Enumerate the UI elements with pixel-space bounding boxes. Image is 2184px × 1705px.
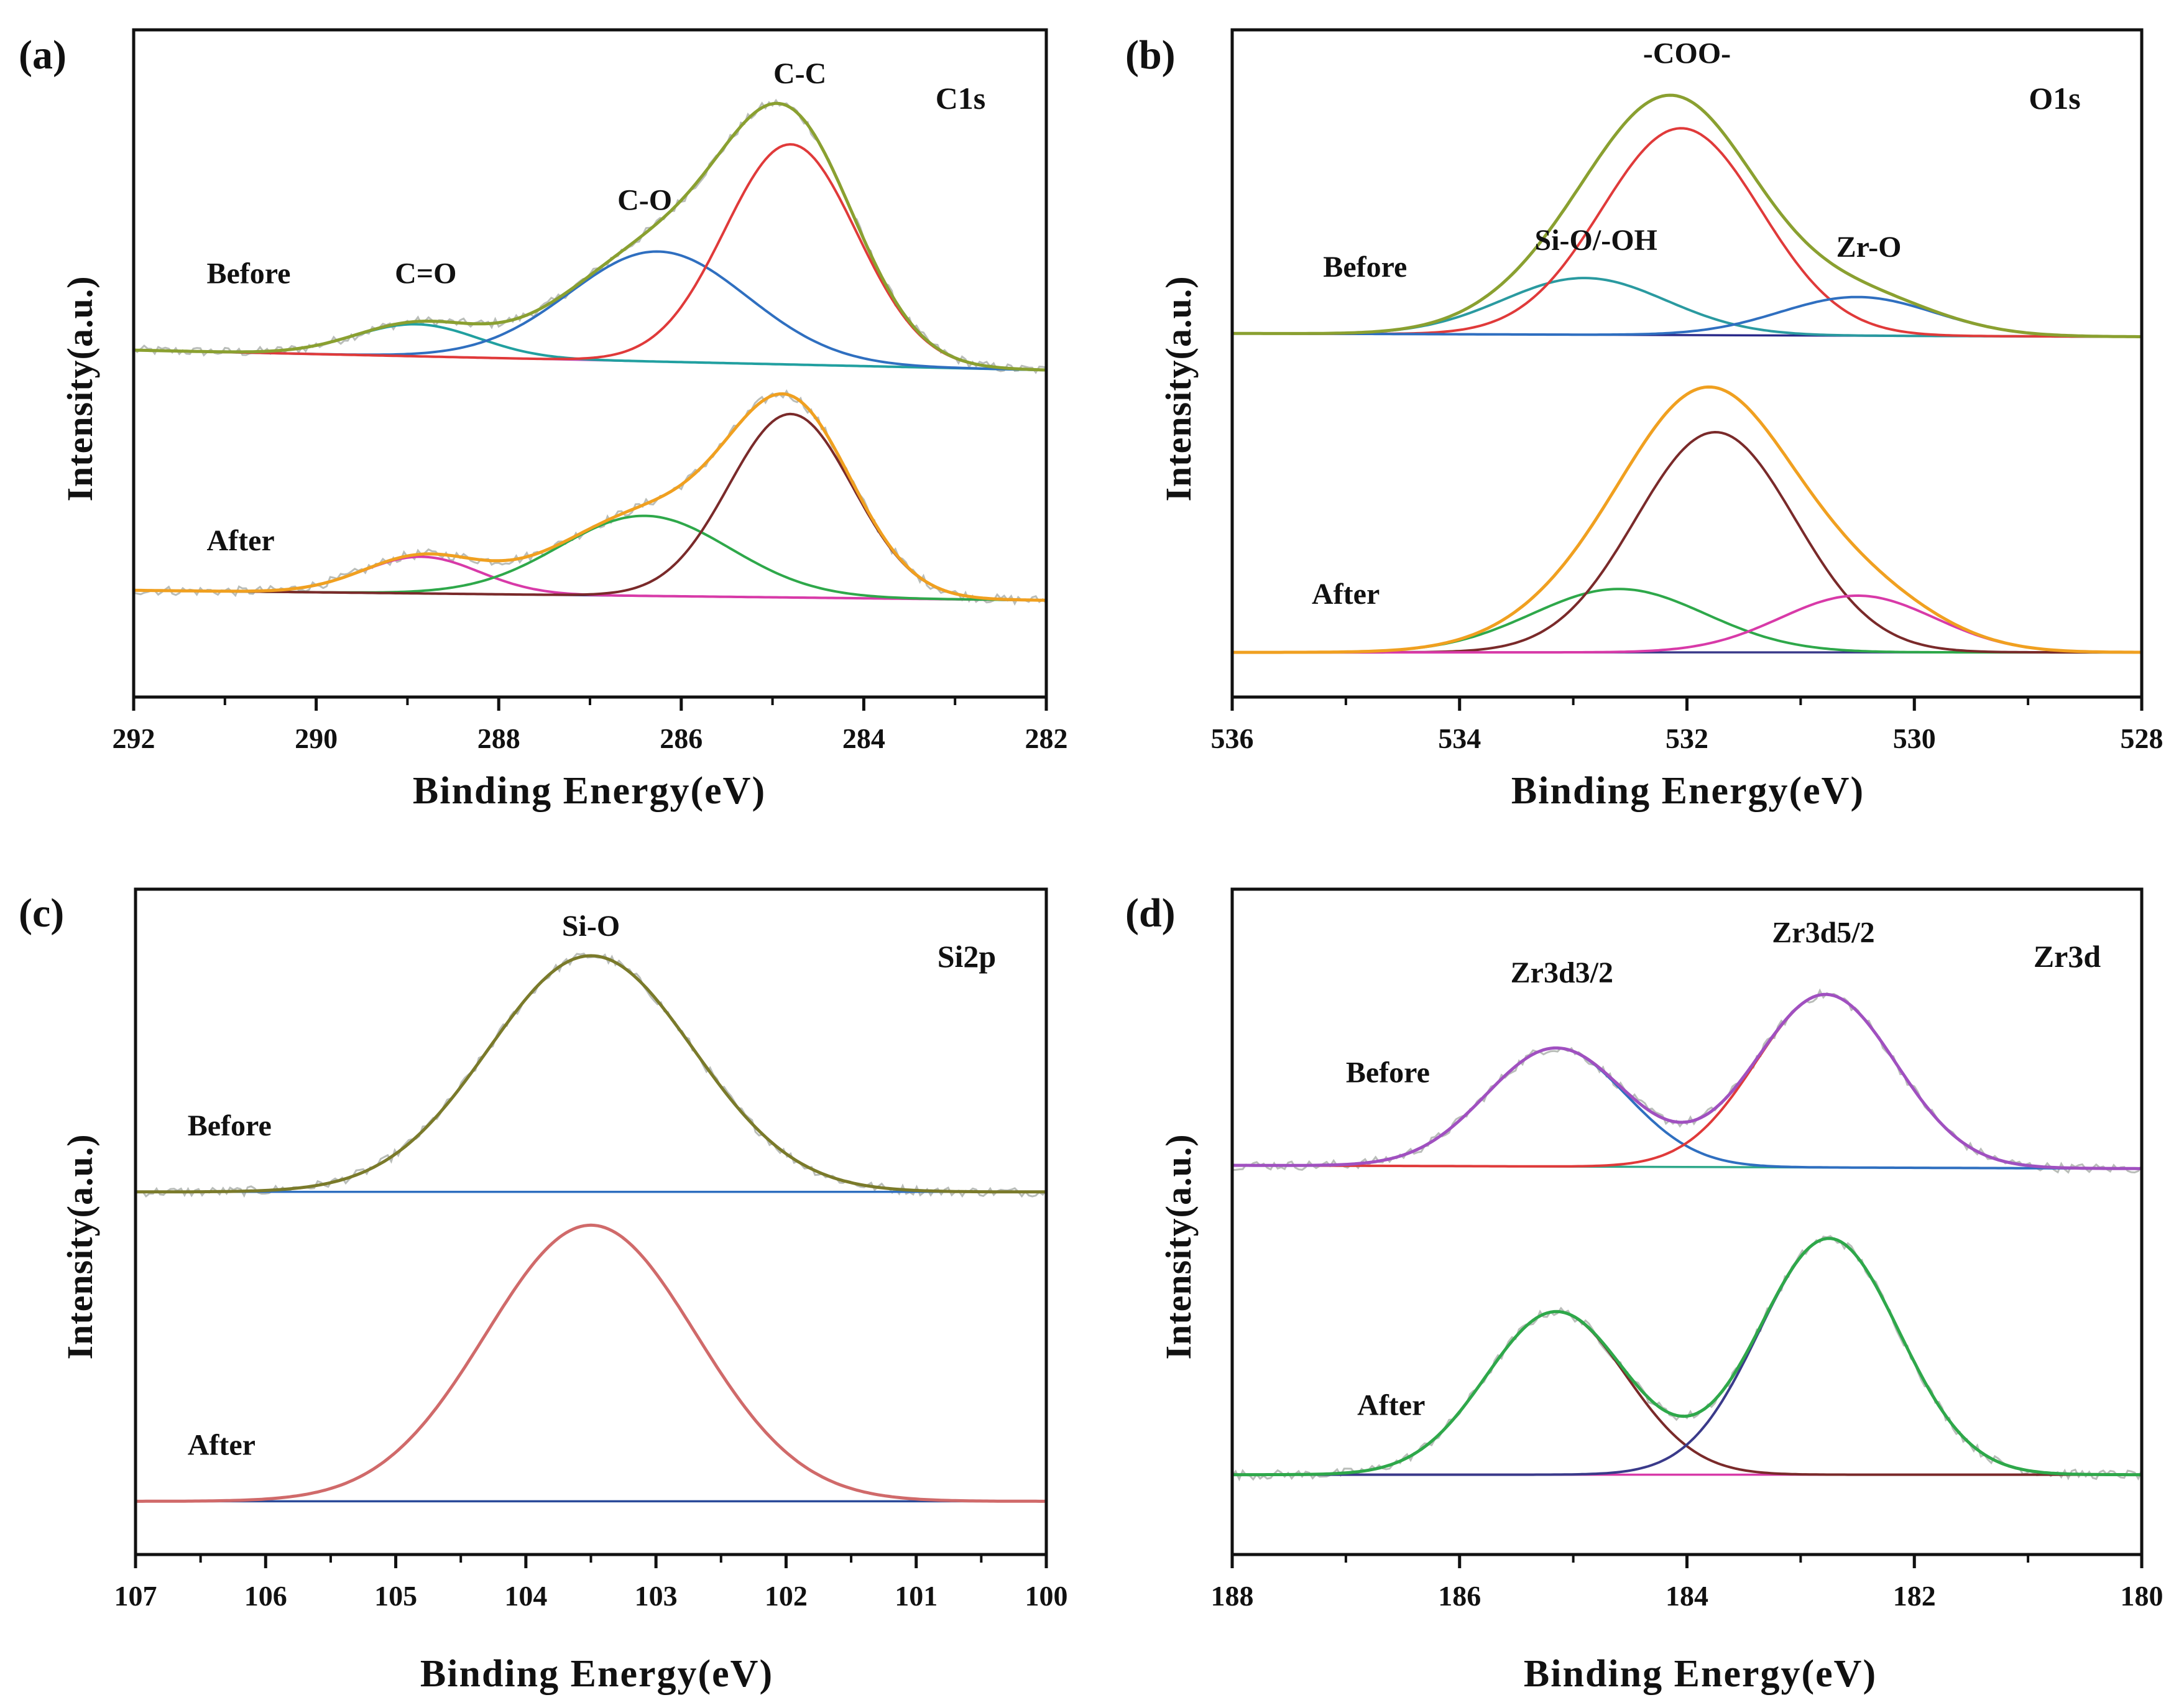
x-tick-label: 106 bbox=[244, 1580, 287, 1612]
envelope-line bbox=[136, 1223, 1046, 1503]
x-tick-label: 103 bbox=[635, 1580, 678, 1612]
state-label: After bbox=[1357, 1388, 1425, 1421]
state-label: Before bbox=[1323, 251, 1407, 284]
x-tick-label: 530 bbox=[1893, 723, 1936, 754]
x-axis-title: Binding Energy(eV) bbox=[1511, 770, 1864, 812]
x-tick-label: 292 bbox=[113, 723, 155, 754]
y-axis-title: Intensity(a.u.) bbox=[1158, 1134, 1199, 1359]
state-label: After bbox=[188, 1429, 256, 1462]
x-tick-label: 101 bbox=[895, 1580, 938, 1612]
y-axis-title: Intensity(a.u.) bbox=[60, 1134, 100, 1359]
x-tick-label: 182 bbox=[1893, 1580, 1936, 1612]
y-axis-title: Intensity(a.u.) bbox=[1158, 275, 1199, 501]
state-label: Before bbox=[188, 1109, 272, 1142]
peak-label: Zr-O bbox=[1836, 231, 1902, 264]
panel-letter: (a) bbox=[19, 32, 67, 78]
x-tick-label: 102 bbox=[765, 1580, 808, 1612]
x-axis-title: Binding Energy(eV) bbox=[420, 1653, 773, 1695]
peak-label: Zr3d5/2 bbox=[1772, 917, 1874, 950]
panel-letter: (b) bbox=[1125, 32, 1176, 78]
state-label: Before bbox=[1346, 1056, 1430, 1089]
x-tick-label: 105 bbox=[374, 1580, 417, 1612]
panel-letter: (d) bbox=[1125, 890, 1176, 936]
curves bbox=[134, 98, 1046, 606]
panel-c: (c) Si2p Intensity(a.u.) Binding Energy(… bbox=[19, 887, 1068, 1695]
x-tick-label: 532 bbox=[1666, 723, 1708, 754]
spectrum-label: O1s bbox=[2029, 81, 2080, 116]
curves bbox=[136, 953, 1046, 1503]
peak-label: Zr3d3/2 bbox=[1511, 956, 1613, 989]
x-tick-label: 184 bbox=[1666, 1580, 1708, 1612]
peak-label: C-C bbox=[773, 57, 826, 90]
x-tick-label: 180 bbox=[2121, 1580, 2163, 1612]
peak-label: Si-O bbox=[562, 910, 620, 943]
envelope-line bbox=[1232, 385, 2142, 654]
plot-area: 292 290 288 286 284 282 C=O C-O C-C Before After bbox=[113, 28, 1068, 754]
envelope-line bbox=[134, 101, 1046, 372]
panel-a: (a) C1s Intensity(a.u.) Binding Energy(e… bbox=[19, 28, 1068, 812]
state-label: After bbox=[1312, 578, 1380, 611]
x-tick-label: 188 bbox=[1211, 1580, 1254, 1612]
x-tick-label: 107 bbox=[114, 1580, 157, 1612]
peak-label: C=O bbox=[395, 257, 456, 290]
envelope-line bbox=[1232, 1237, 2142, 1477]
x-tick-label: 288 bbox=[477, 723, 520, 754]
x-tick-label: 286 bbox=[660, 723, 703, 754]
x-axis-title: Binding Energy(eV) bbox=[1524, 1653, 1877, 1695]
plot-area: 107 106 105 104 103 102 101 100 Si-O Before After bbox=[114, 887, 1068, 1612]
x-tick-label: 104 bbox=[504, 1580, 547, 1612]
plot-area: 188 186 184 182 180 Zr3d3/2 Zr3d5/2 Before After bbox=[1211, 887, 2163, 1612]
envelope-line bbox=[136, 954, 1046, 1194]
y-axis-title: Intensity(a.u.) bbox=[60, 275, 100, 501]
spectrum-label: C1s bbox=[936, 81, 986, 116]
envelope-line bbox=[134, 392, 1046, 602]
panel-b: (b) O1s Intensity(a.u.) Binding Energy(e… bbox=[1125, 28, 2163, 812]
peak-label: Si-O/-OH bbox=[1535, 224, 1657, 257]
x-tick-label: 290 bbox=[295, 723, 338, 754]
peak-label: -COO- bbox=[1643, 37, 1731, 70]
x-tick-label: 534 bbox=[1438, 723, 1481, 754]
envelope-line bbox=[1232, 93, 2142, 338]
x-axis-title: Binding Energy(eV) bbox=[413, 770, 766, 812]
panel-d: (d) Zr3d Intensity(a.u.) Binding Energy(… bbox=[1125, 887, 2163, 1695]
x-tick-label: 186 bbox=[1438, 1580, 1481, 1612]
x-tick-label: 284 bbox=[842, 723, 885, 754]
envelope-line bbox=[1232, 992, 2142, 1170]
peak-fit-line bbox=[134, 143, 1046, 371]
curves bbox=[1232, 988, 2142, 1482]
x-tick-label: 282 bbox=[1025, 723, 1068, 754]
raw-data-line bbox=[1232, 1235, 2142, 1482]
peak-label: C-O bbox=[617, 184, 672, 217]
x-tick-label: 536 bbox=[1211, 723, 1254, 754]
x-tick-label: 100 bbox=[1025, 1580, 1068, 1612]
x-tick-label: 528 bbox=[2121, 723, 2163, 754]
spectrum-label: Zr3d bbox=[2034, 939, 2101, 974]
curves bbox=[1232, 93, 2142, 654]
plot-area: 536 534 532 530 528 -COO- Si-O/-OH Zr-O Before Af… bbox=[1211, 28, 2163, 754]
state-label: Before bbox=[206, 257, 290, 290]
state-label: After bbox=[206, 524, 274, 557]
spectrum-label: Si2p bbox=[938, 939, 997, 974]
panel-letter: (c) bbox=[19, 890, 64, 936]
